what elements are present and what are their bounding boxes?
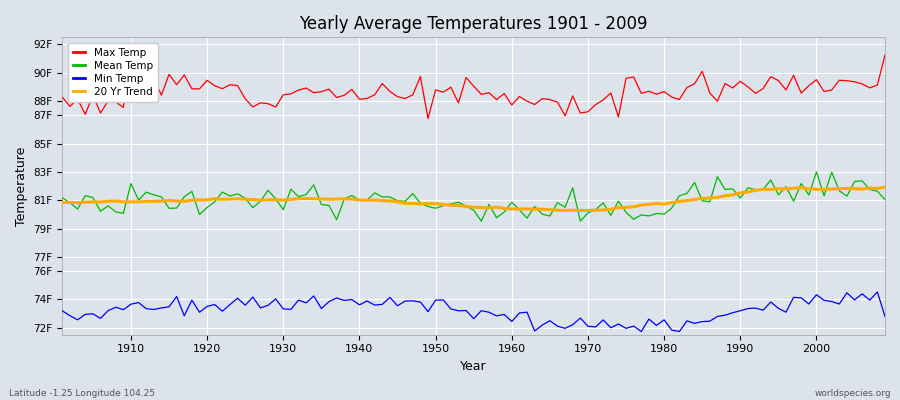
Text: Latitude -1.25 Longitude 104.25: Latitude -1.25 Longitude 104.25 [9, 389, 155, 398]
X-axis label: Year: Year [461, 360, 487, 373]
Title: Yearly Average Temperatures 1901 - 2009: Yearly Average Temperatures 1901 - 2009 [300, 15, 648, 33]
Y-axis label: Temperature: Temperature [15, 146, 28, 226]
Text: worldspecies.org: worldspecies.org [814, 389, 891, 398]
Legend: Max Temp, Mean Temp, Min Temp, 20 Yr Trend: Max Temp, Mean Temp, Min Temp, 20 Yr Tre… [68, 42, 158, 102]
